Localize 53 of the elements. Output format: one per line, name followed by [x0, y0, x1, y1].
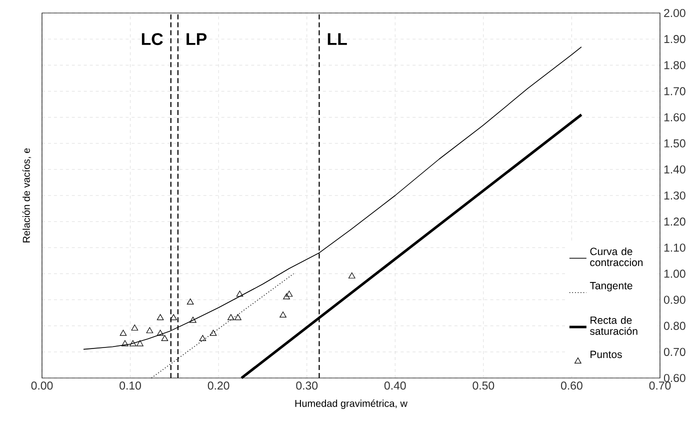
point — [228, 314, 234, 320]
x-tick-label: 0.70 — [649, 382, 671, 390]
point — [136, 340, 144, 346]
legend-label: Curva de contraccion — [590, 247, 643, 266]
point — [280, 312, 286, 318]
y-tick-label: 0.90 — [664, 296, 686, 304]
y-tick-label: 1.60 — [664, 113, 686, 122]
point — [161, 335, 168, 341]
point — [234, 314, 242, 320]
y-tick-label: 0.70 — [664, 348, 686, 356]
y-tick-label: 0.60 — [664, 374, 686, 382]
x-tick-label: 0.40 — [384, 382, 406, 390]
x-axis-title: Humedad gravimétrica, w — [295, 400, 408, 409]
point — [131, 324, 138, 331]
ref-line-label: LC — [142, 33, 163, 46]
x-tick-label: 0.10 — [120, 382, 141, 390]
y-tick-label: 1.90 — [664, 35, 686, 44]
point — [348, 272, 356, 278]
point — [210, 330, 217, 336]
y-tick-label: 1.50 — [664, 139, 686, 148]
legend-label: Puntos — [590, 350, 622, 358]
y-tick-label: 1.20 — [664, 218, 686, 226]
point — [236, 290, 244, 297]
y-tick-label: 1.80 — [664, 61, 686, 70]
y-tick-label: 1.30 — [664, 191, 686, 200]
y-tick-label: 1.40 — [664, 165, 686, 174]
point — [156, 314, 164, 320]
y-tick-label: 0.80 — [664, 322, 686, 330]
point — [120, 330, 127, 336]
y-tick-label: 1.00 — [664, 270, 686, 278]
point — [122, 340, 128, 346]
point — [190, 316, 196, 323]
y-axis-title: Relación de vacíos, e — [22, 148, 32, 242]
y-tick-label: 1.10 — [664, 244, 686, 252]
x-tick-label: 0.30 — [296, 382, 318, 390]
point — [130, 340, 136, 346]
ref-line-label: LL — [328, 33, 347, 45]
point — [286, 290, 293, 297]
point — [146, 327, 154, 334]
x-tick-label: 0.00 — [31, 382, 53, 390]
legend-label: Recta de saturación — [590, 316, 638, 335]
x-tick-label: 0.50 — [472, 382, 494, 390]
point — [199, 335, 206, 341]
point — [186, 298, 194, 304]
point — [170, 314, 177, 320]
y-tick-label: 1.70 — [664, 87, 686, 96]
ref-line-label: LP — [186, 33, 207, 45]
x-tick-label: 0.60 — [561, 382, 582, 390]
x-tick-label: 0.20 — [208, 382, 230, 390]
point — [283, 293, 290, 300]
legend-label: Tangente — [590, 282, 632, 292]
point — [156, 330, 164, 336]
y-tick-label: 2.00 — [664, 8, 686, 18]
